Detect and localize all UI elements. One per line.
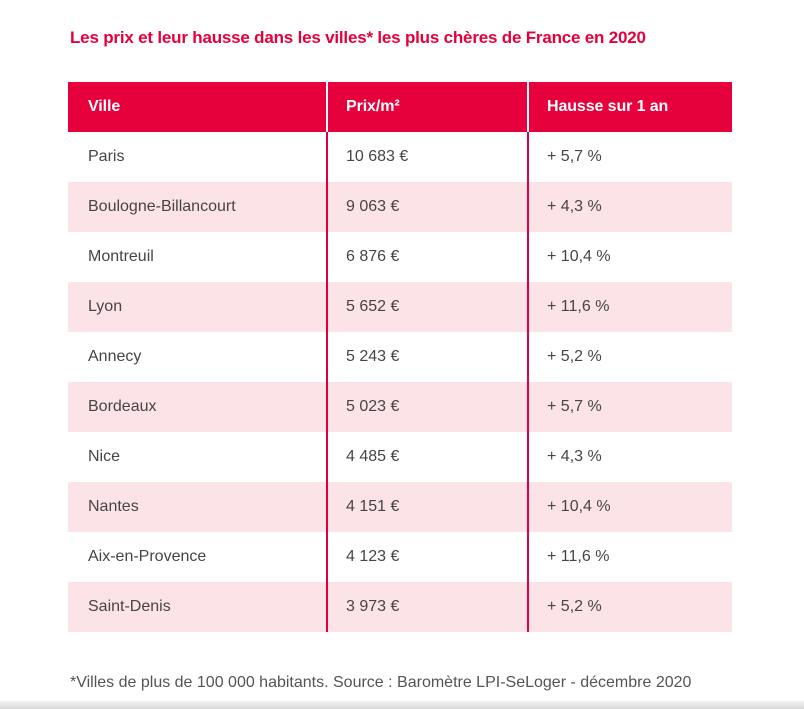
table-cell-hausse: + 11,6 % <box>527 282 732 332</box>
table-cell-hausse: + 11,6 % <box>527 532 732 582</box>
table-cell-prix: 9 063 € <box>326 182 527 232</box>
table-cell-prix: 5 652 € <box>326 282 527 332</box>
table-row: Nice 4 485 € + 4,3 % <box>68 432 732 482</box>
page: Les prix et leur hausse dans les villes*… <box>68 28 732 691</box>
page-bottom-edge <box>0 701 804 709</box>
table-cell-ville: Boulogne-Billancourt <box>68 182 326 232</box>
table-row: Lyon 5 652 € + 11,6 % <box>68 282 732 332</box>
table-row: Montreuil 6 876 € + 10,4 % <box>68 232 732 282</box>
table-cell-ville: Saint-Denis <box>68 582 326 632</box>
table-row: Aix-en-Provence 4 123 € + 11,6 % <box>68 532 732 582</box>
table-cell-ville: Nice <box>68 432 326 482</box>
table-cell-hausse: + 5,2 % <box>527 332 732 382</box>
table-cell-prix: 5 243 € <box>326 332 527 382</box>
table-row: Boulogne-Billancourt 9 063 € + 4,3 % <box>68 182 732 232</box>
table-cell-ville: Paris <box>68 132 326 182</box>
table-row: Bordeaux 5 023 € + 5,7 % <box>68 382 732 432</box>
table-header: Ville Prix/m² Hausse sur 1 an <box>68 82 732 132</box>
table-row: Nantes 4 151 € + 10,4 % <box>68 482 732 532</box>
table-cell-prix: 3 973 € <box>326 582 527 632</box>
table-cell-prix: 4 151 € <box>326 482 527 532</box>
table-cell-ville: Montreuil <box>68 232 326 282</box>
table-cell-ville: Aix-en-Provence <box>68 532 326 582</box>
source-note: *Villes de plus de 100 000 habitants. So… <box>70 674 692 691</box>
column-header-prix: Prix/m² <box>326 82 527 132</box>
table-cell-prix: 6 876 € <box>326 232 527 282</box>
table-cell-prix: 10 683 € <box>326 132 527 182</box>
table-row: Annecy 5 243 € + 5,2 % <box>68 332 732 382</box>
table-cell-hausse: + 5,7 % <box>527 132 732 182</box>
table-cell-hausse: + 10,4 % <box>527 482 732 532</box>
page-title: Les prix et leur hausse dans les villes*… <box>70 28 646 47</box>
table-cell-hausse: + 5,7 % <box>527 382 732 432</box>
table-cell-hausse: + 4,3 % <box>527 182 732 232</box>
table-header-row: Ville Prix/m² Hausse sur 1 an <box>68 82 732 132</box>
price-table: Ville Prix/m² Hausse sur 1 an Paris 10 68… <box>68 82 732 632</box>
table-cell-hausse: + 4,3 % <box>527 432 732 482</box>
table-row: Paris 10 683 € + 5,7 % <box>68 132 732 182</box>
column-header-hausse: Hausse sur 1 an <box>527 82 732 132</box>
table-body: Paris 10 683 € + 5,7 % Boulogne-Billancourt… <box>68 132 732 632</box>
table-cell-hausse: + 10,4 % <box>527 232 732 282</box>
column-header-ville: Ville <box>68 82 326 132</box>
table-cell-prix: 4 485 € <box>326 432 527 482</box>
table-cell-prix: 5 023 € <box>326 382 527 432</box>
table-cell-hausse: + 5,2 % <box>527 582 732 632</box>
table-cell-ville: Lyon <box>68 282 326 332</box>
table-cell-ville: Bordeaux <box>68 382 326 432</box>
table-cell-ville: Annecy <box>68 332 326 382</box>
table-cell-ville: Nantes <box>68 482 326 532</box>
table-row: Saint-Denis 3 973 € + 5,2 % <box>68 582 732 632</box>
table-cell-prix: 4 123 € <box>326 532 527 582</box>
